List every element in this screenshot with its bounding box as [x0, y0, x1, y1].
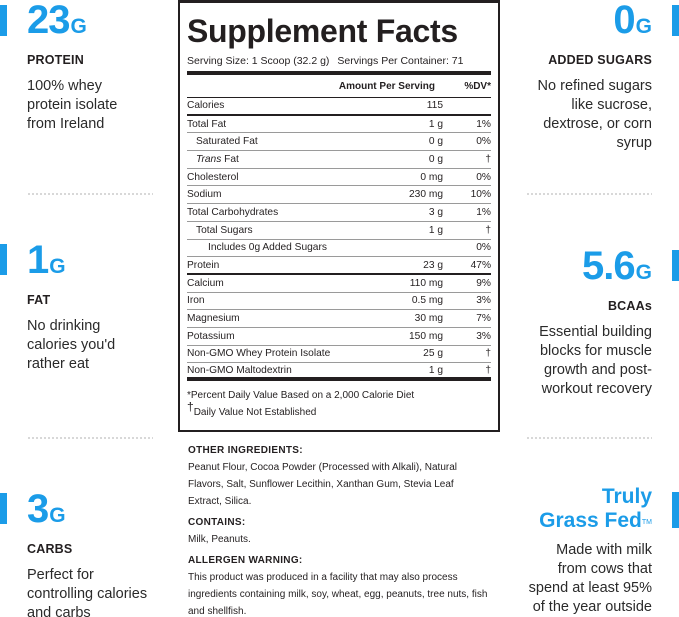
feature-protein: 23G PROTEIN 100% whey protein isolate fr… — [0, 0, 165, 134]
panel-title: Supplement Facts — [187, 13, 458, 49]
dagger-symbol: † — [187, 399, 194, 414]
facts-footnotes: *Percent Daily Value Based on a 2,000 Ca… — [187, 387, 491, 421]
feature-description: 100% whey protein isolate from Ireland — [27, 78, 118, 132]
supplement-facts-panel: Supplement Facts Serving Size: 1 Scoop (… — [178, 0, 500, 432]
feature-description: Made with milk from cows that spend at l… — [528, 542, 652, 615]
accent-bar — [0, 493, 7, 524]
feature-description: No drinking calories you'd rather eat — [27, 318, 116, 372]
accent-bar — [672, 250, 679, 281]
feature-description: Perfect for controlling calories and car… — [27, 567, 148, 617]
contains-heading: CONTAINS: — [188, 517, 246, 528]
facts-row: Saturated Fat 0 g 0% — [187, 133, 491, 152]
footnote-dv: *Percent Daily Value Based on a 2,000 Ca… — [187, 390, 415, 401]
header-dv: %DV* — [464, 81, 491, 92]
facts-row: Calcium 110 mg 9% — [187, 275, 491, 293]
feature-added-sugars: 0G ADDED SUGARS No refined sugars like s… — [500, 0, 679, 153]
feature-label: FAT — [27, 293, 51, 307]
contains-text: Milk, Peanuts. — [188, 534, 251, 545]
facts-row: Potassium 150 mg 3% — [187, 328, 491, 346]
feature-title: Truly Grass FedTM — [539, 485, 652, 532]
feature-value: 1G — [27, 238, 66, 282]
facts-row: Iron 0.5 mg 3% — [187, 293, 491, 311]
facts-row: Magnesium 30 mg 7% — [187, 310, 491, 328]
dotted-divider — [27, 437, 153, 439]
serving-info: Serving Size: 1 Scoop (32.2 g) Servings … — [187, 55, 491, 67]
feature-label: PROTEIN — [27, 53, 84, 67]
serving-size: Serving Size: 1 Scoop (32.2 g) — [187, 55, 330, 67]
footnote-not-established: †Daily Value Not Established — [187, 399, 317, 418]
feature-value: 0G — [613, 0, 652, 42]
feature-description: No refined sugars like sucrose, dextrose… — [537, 78, 652, 151]
feature-value: 23G — [27, 0, 87, 42]
accent-bar — [0, 244, 7, 275]
facts-row: Trans Fat 0 g † — [187, 151, 491, 169]
feature-description: Essential building blocks for muscle gro… — [539, 324, 652, 397]
facts-row: Includes 0g Added Sugars 0% — [187, 240, 491, 258]
thick-rule — [187, 71, 491, 75]
facts-row: Sodium 230 mg 10% — [187, 186, 491, 205]
facts-row: Total Sugars 1 g † — [187, 222, 491, 240]
facts-row: Total Carbohydrates 3 g 1% — [187, 204, 491, 222]
accent-bar — [0, 5, 7, 36]
accent-bar — [672, 492, 679, 528]
dotted-divider — [526, 193, 652, 195]
feature-carbs: 3G CARBS Perfect for controlling calorie… — [0, 489, 165, 617]
feature-label: ADDED SUGARS — [548, 53, 652, 67]
feature-fat: 1G FAT No drinking calories you'd rather… — [0, 240, 165, 374]
trademark-symbol: TM — [641, 519, 652, 526]
feature-value: 5.6G — [582, 244, 652, 288]
facts-row: Non-GMO Maltodextrin 1 g † — [187, 363, 491, 381]
dotted-divider — [27, 193, 153, 195]
facts-row: Protein 23 g 47% — [187, 257, 491, 275]
header-amount: Amount Per Serving — [338, 81, 435, 92]
feature-label: BCAAs — [607, 299, 652, 313]
servings-per-container: Servings Per Container: 71 — [337, 55, 464, 67]
feature-label: CARBS — [27, 542, 73, 556]
dotted-divider — [526, 437, 652, 439]
other-ingredients-text: Peanut Flour, Cocoa Powder (Processed wi… — [188, 462, 458, 507]
ingredients-section: OTHER INGREDIENTS: Peanut Flour, Cocoa P… — [188, 442, 488, 617]
facts-row: Total Fat 1 g 1% — [187, 116, 491, 134]
facts-row: Cholesterol 0 mg 0% — [187, 169, 491, 187]
feature-bcaas: 5.6G BCAAs Essential building blocks for… — [500, 246, 679, 399]
facts-row: Non-GMO Whey Protein Isolate 25 g † — [187, 346, 491, 364]
feature-grass-fed: Truly Grass FedTM Made with milk from co… — [500, 485, 679, 617]
other-ingredients-heading: OTHER INGREDIENTS: — [188, 445, 303, 456]
feature-value: 3G — [27, 487, 66, 531]
facts-row: Calories 115 — [187, 98, 491, 116]
allergen-text: This product was produced in a facility … — [188, 572, 488, 617]
accent-bar — [672, 5, 679, 36]
allergen-heading: ALLERGEN WARNING: — [188, 555, 303, 566]
facts-header: Amount Per Serving %DV* — [187, 75, 491, 98]
